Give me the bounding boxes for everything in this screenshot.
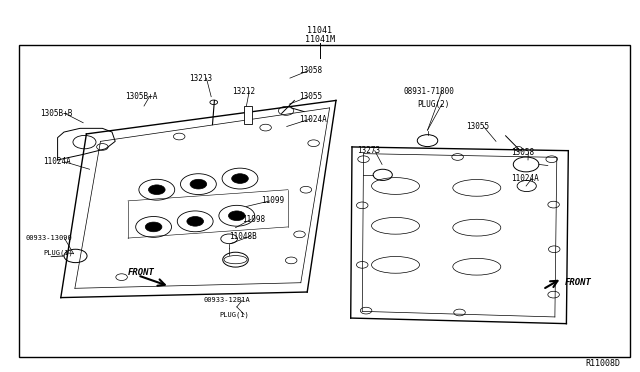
Circle shape — [190, 179, 207, 189]
Text: 13058: 13058 — [300, 66, 323, 75]
Text: FRONT: FRONT — [128, 268, 155, 277]
Bar — [19, 45, 630, 357]
Text: 08931-71800: 08931-71800 — [403, 87, 454, 96]
Text: 13213: 13213 — [189, 74, 212, 83]
Text: 11048B: 11048B — [229, 232, 257, 241]
Text: 11024A: 11024A — [511, 174, 538, 183]
Text: 13055: 13055 — [300, 92, 323, 101]
Text: 11041M: 11041M — [305, 35, 335, 44]
Text: 11098: 11098 — [242, 215, 265, 224]
Text: PLUG(2): PLUG(2) — [417, 100, 450, 109]
Circle shape — [187, 217, 204, 226]
Text: 11099: 11099 — [261, 196, 284, 205]
Text: 13273: 13273 — [357, 146, 380, 155]
Text: 00933-13090: 00933-13090 — [26, 235, 72, 241]
Circle shape — [148, 185, 165, 195]
Circle shape — [145, 222, 162, 232]
Text: 00933-12B1A: 00933-12B1A — [204, 297, 250, 303]
Bar — [244, 106, 252, 124]
Text: PLUG(1): PLUG(1) — [44, 250, 73, 256]
Text: 1305B+B: 1305B+B — [40, 109, 73, 118]
Text: FRONT: FRONT — [564, 278, 591, 287]
Circle shape — [232, 174, 248, 183]
Text: 11041: 11041 — [307, 26, 333, 35]
Circle shape — [228, 211, 245, 221]
Text: 13058: 13058 — [511, 148, 534, 157]
Text: R11008D: R11008D — [586, 359, 621, 368]
Text: 11024A: 11024A — [300, 115, 327, 124]
Text: 13055: 13055 — [466, 122, 489, 131]
Text: PLUG(1): PLUG(1) — [220, 311, 249, 318]
Text: 1305B+A: 1305B+A — [125, 92, 157, 101]
Text: 11024A: 11024A — [44, 157, 71, 166]
Text: 13212: 13212 — [232, 87, 255, 96]
